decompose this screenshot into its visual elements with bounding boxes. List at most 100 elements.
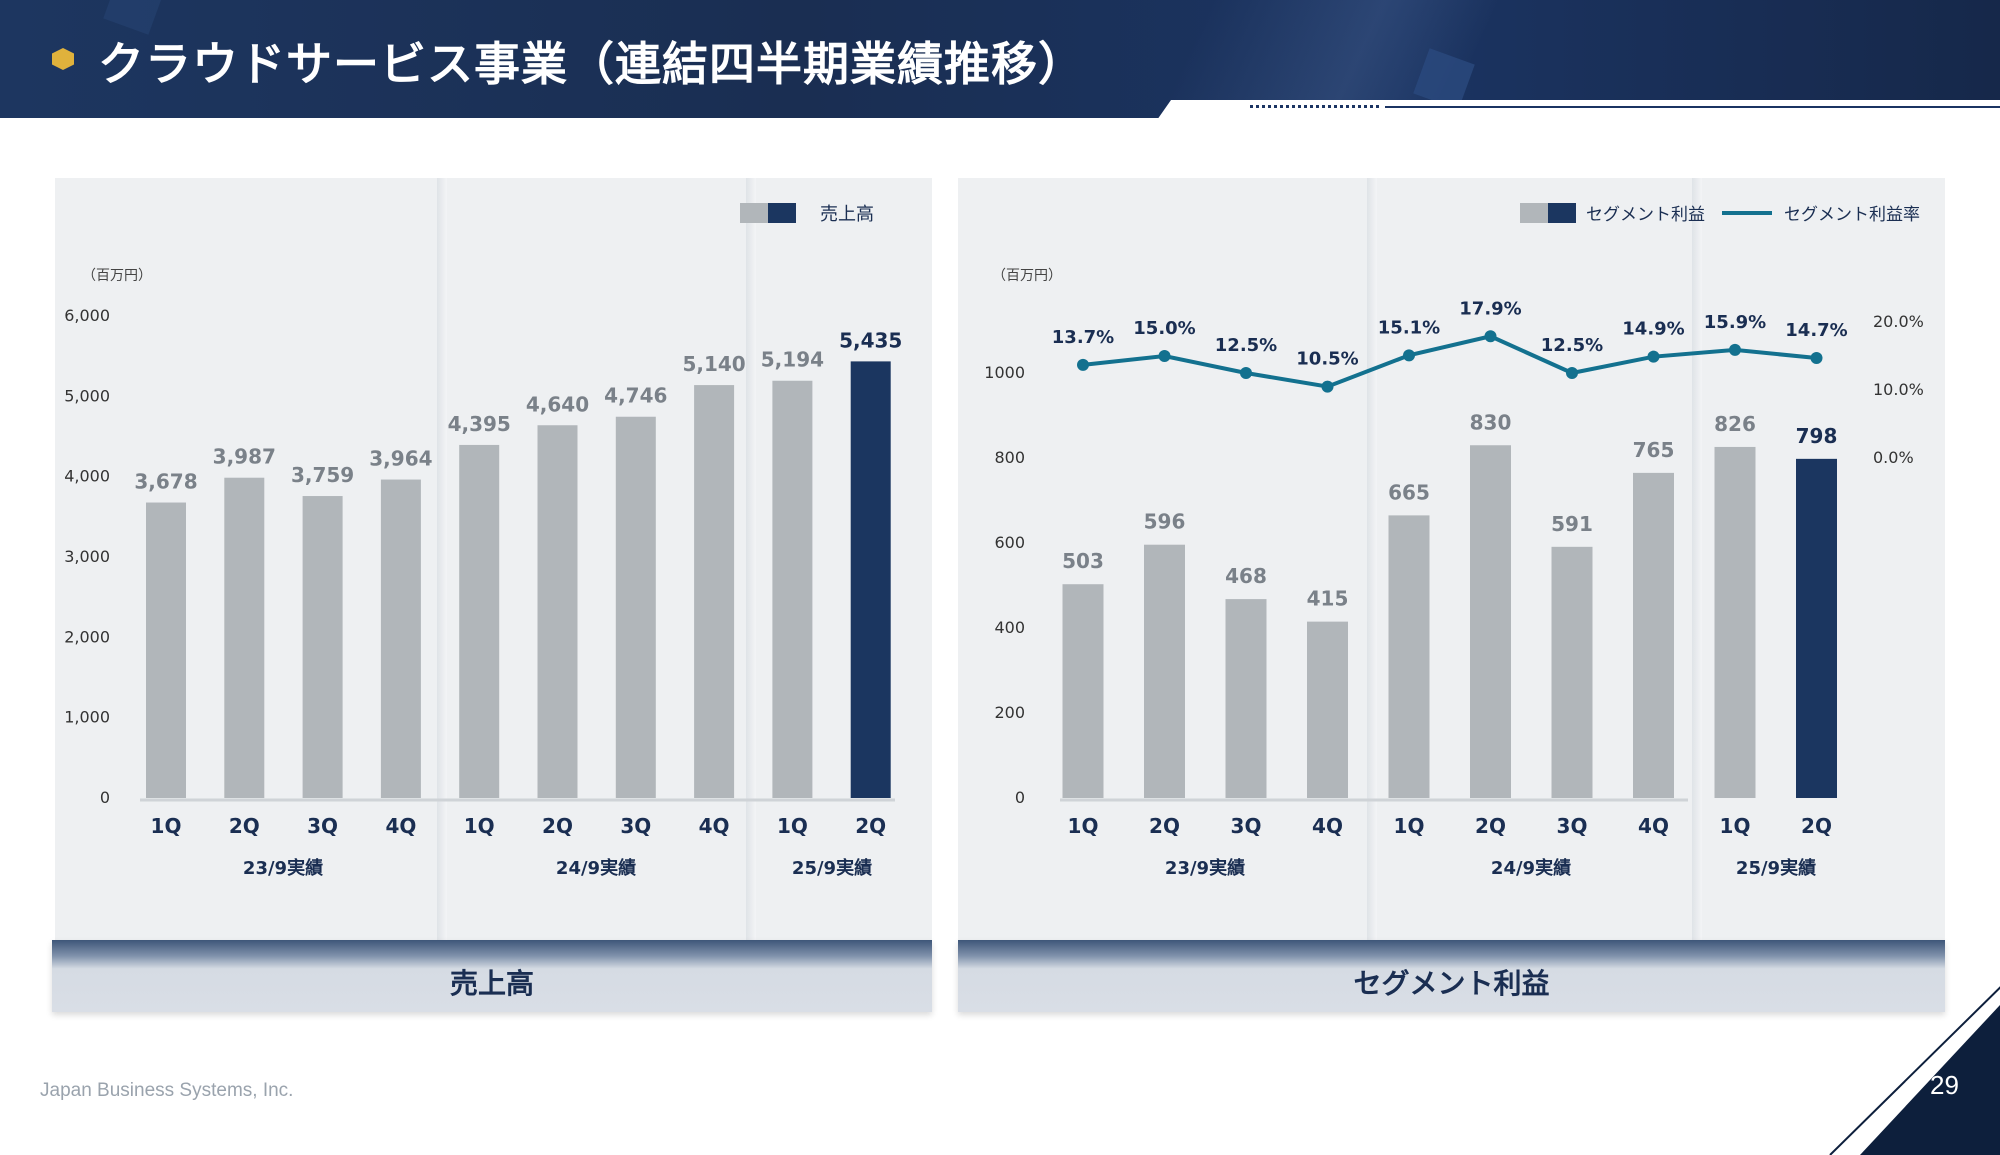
x-tick-label: 1Q [777,814,808,838]
margin-point [1566,367,1578,379]
segment-profit-chart-panel [958,178,1945,940]
bar-value-label: 5,435 [839,328,902,352]
bar [380,479,421,798]
segment-profit-footer-label: セグメント利益 [1353,967,1550,1000]
x-tick-label: 3Q [1557,814,1588,838]
x-tick-label: 2Q [1801,814,1832,838]
x-tick-label: 4Q [385,814,416,838]
y-tick-label: 400 [994,618,1025,637]
group-label: 24/9実績 [556,857,636,879]
corner-navy [1860,1005,2000,1155]
x-tick-label: 2Q [229,814,260,838]
revenue-footer-bar: 売上高 [52,940,932,1012]
x-tick-label: 4Q [1312,814,1343,838]
y-tick-label: 600 [994,533,1025,552]
legend-label-segment-profit: セグメント利益 [1586,205,1705,225]
margin-label: 12.5% [1215,335,1277,356]
y2-tick-label: 0.0% [1873,448,1914,467]
company-name: Japan Business Systems, Inc. [40,1080,294,1101]
bar [1225,599,1267,798]
y-tick-label: 3,000 [64,547,110,566]
bar-value-label: 591 [1551,512,1593,536]
bar [224,477,265,798]
segment-profit-chart: セグメント利益 セグメント利益率 （百万円） 0 200 400 600 800 1000… [984,203,1924,879]
y2-tick-label: 10.0% [1873,380,1924,399]
group-label: 23/9実績 [1165,857,1245,879]
bar-value-label: 596 [1144,510,1186,534]
header-rule [1385,106,2000,108]
bar-value-label: 830 [1470,410,1512,434]
bar [302,496,343,798]
bar [615,416,656,798]
margin-point [1810,352,1823,365]
y-tick-label: 4,000 [64,467,110,486]
group-label: 24/9実績 [1491,857,1571,879]
x-tick-label: 3Q [620,814,651,838]
margin-line [1082,334,1817,389]
group-label: 25/9実績 [792,857,872,879]
bar-value-label: 4,395 [448,412,511,436]
group-label: 23/9実績 [243,857,323,879]
margin-point [1729,343,1741,356]
bar [146,502,186,798]
y-tick-label: 0 [100,788,110,807]
bar [772,380,813,798]
y-tick-label: 1000 [984,363,1025,382]
bar-value-label: 5,194 [761,348,824,372]
bar-value-label: 798 [1796,424,1838,448]
legend-swatch-navy [1548,203,1576,223]
bar [459,444,500,798]
y-tick-label: 6,000 [64,306,110,325]
bar [1470,445,1511,798]
bar-value-label: 826 [1714,412,1756,436]
bar-value-label: 5,140 [682,352,745,376]
margin-label: 10.5% [1296,349,1358,370]
margin-label: 13.7% [1052,327,1114,348]
x-tick-label: 1Q [1394,814,1425,838]
legend-swatch-gray [740,203,768,223]
page-title: クラウドサービス事業（連結四半期業績推移） [98,37,1085,91]
page-number: 29 [1930,1070,1959,1100]
title-bullet-icon [52,48,74,70]
x-tick-label: 1Q [151,814,182,838]
x-tick-label: 4Q [1638,814,1669,838]
bar-value-label: 4,640 [526,392,589,416]
bar [1388,515,1430,798]
bar-value-label: 3,759 [291,463,354,487]
group-label: 25/9実績 [1736,857,1816,879]
margin-label: 14.9% [1622,319,1684,340]
charts-svg: 売上高 （百万円） 0 1,000 2,000 3,000 4,000 5,000 6,00… [64,203,1924,879]
bar [1062,584,1104,798]
x-tick-label: 1Q [1720,814,1751,838]
bar [850,361,891,798]
bar [1144,544,1185,798]
y-axis-unit: （百万円） [82,268,152,284]
y-tick-label: 800 [994,448,1025,467]
legend-swatch-gray [1520,203,1548,223]
x-tick-label: 2Q [1149,814,1180,838]
x-tick-label: 2Q [855,814,886,838]
x-tick-label: 2Q [1475,814,1506,838]
margin-point [1158,350,1171,362]
legend-label-revenue: 売上高 [820,204,874,225]
bar [1551,546,1593,798]
bar-value-label: 765 [1633,438,1675,462]
margin-label: 15.1% [1378,317,1440,338]
bar-value-label: 503 [1062,549,1104,573]
bar [537,425,578,798]
x-tick-label: 3Q [1231,814,1262,838]
x-tick-label: 1Q [464,814,495,838]
header-band [0,0,2000,118]
y-axis-unit: （百万円） [992,268,1062,284]
x-tick-label: 4Q [699,814,730,838]
group-divider [1367,178,1377,940]
bar-value-label: 3,678 [134,470,197,494]
margin-point [1484,330,1497,343]
legend-swatch-navy [768,203,796,223]
bar [1307,621,1348,798]
y-tick-label: 5,000 [64,386,110,405]
margin-label: 15.9% [1704,312,1766,333]
x-tick-label: 2Q [542,814,573,838]
group-divider [746,178,756,940]
bar-value-label: 3,987 [213,445,276,469]
